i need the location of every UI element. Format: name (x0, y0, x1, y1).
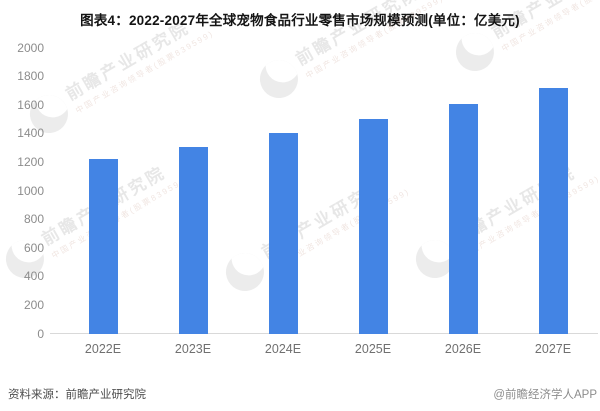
watermark-tagline-text: 中国产业咨询领导者(股票839599) (460, 173, 600, 261)
bar-2022E (88, 158, 118, 334)
qianzhan-logo-icon (253, 53, 305, 105)
credit-note: @前瞻经济学人APP (493, 389, 597, 401)
bar-2023E (178, 146, 208, 334)
y-tick-label: 200 (23, 297, 44, 312)
watermark-tagline-text: 中国产业咨询领导者(股票839599) (50, 173, 192, 261)
bar-2026E (448, 103, 478, 334)
bar-2027E (538, 88, 568, 334)
y-tick-label: 400 (23, 269, 44, 284)
x-axis-line (50, 333, 598, 334)
x-tick-label: 2022E (84, 342, 122, 356)
y-tick-label: 800 (23, 212, 44, 227)
y-tick-label: 1400 (17, 126, 44, 141)
bar-2025E (358, 118, 388, 334)
watermark-tagline-text: 中国产业咨询领导者(股票839599) (74, 28, 216, 116)
qianzhan-logo-icon (219, 246, 271, 298)
y-tick-label: 1200 (17, 154, 44, 169)
brand-watermark: 前瞻产业研究院中国产业咨询领导者(股票839599) (408, 149, 600, 285)
y-tick-label: 2000 (17, 40, 44, 55)
x-tick-label: 2026E (444, 342, 482, 356)
y-tick-label: 0 (37, 326, 44, 341)
chart-title: 图表4：2022-2027年全球宠物食品行业零售市场规模预测(单位：亿美元) (80, 13, 520, 28)
source-note: 资料来源：前瞻产业研究院 (8, 389, 146, 401)
x-tick-label: 2025E (354, 342, 392, 356)
y-tick-label: 1600 (17, 97, 44, 112)
x-tick-label: 2027E (534, 342, 572, 356)
y-tick-label: 1800 (17, 69, 44, 84)
y-tick-label: 600 (23, 240, 44, 255)
x-tick-label: 2024E (264, 342, 302, 356)
qianzhan-logo-icon (449, 26, 501, 78)
y-tick-label: 1000 (17, 183, 44, 198)
x-tick-label: 2023E (174, 342, 212, 356)
bar-2024E (268, 133, 298, 334)
